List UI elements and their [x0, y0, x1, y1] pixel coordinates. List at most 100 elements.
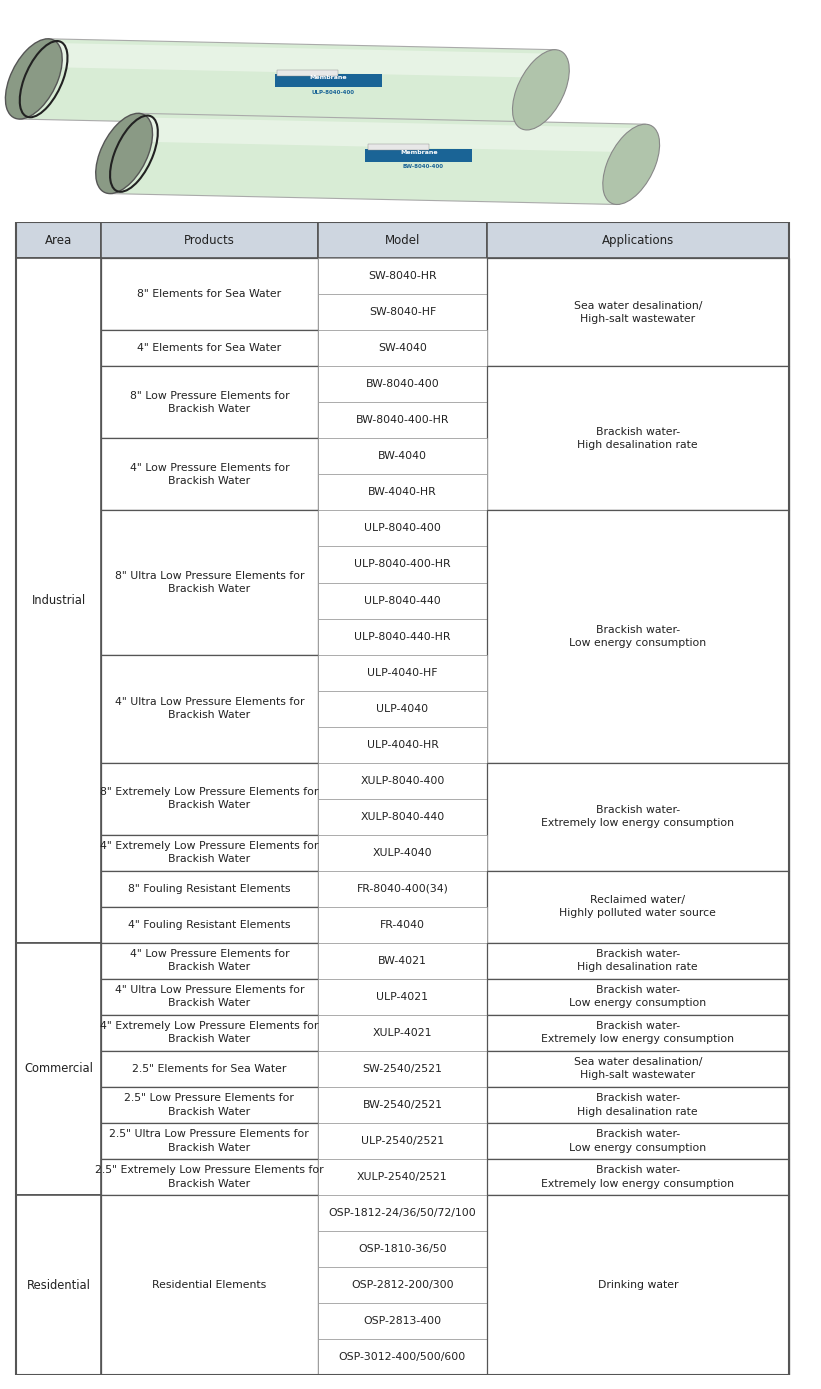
Text: 8" Elements for Sea Water: 8" Elements for Sea Water [137, 289, 282, 299]
Text: SW-2540/2521: SW-2540/2521 [363, 1064, 443, 1074]
Bar [318, 475, 487, 511]
Bar [101, 1015, 318, 1051]
Text: ULP-4040-HR: ULP-4040-HR [366, 739, 438, 750]
Bar [318, 439, 487, 475]
Text: SW-4040: SW-4040 [378, 343, 427, 353]
Text: OSP-1812-24/36/50/72/100: OSP-1812-24/36/50/72/100 [328, 1208, 476, 1218]
Bar [16, 222, 101, 258]
Bar [487, 871, 789, 943]
Bar [487, 367, 789, 511]
Bar [318, 1122, 487, 1158]
Text: SW-8040-HR: SW-8040-HR [368, 271, 437, 282]
Text: 4" Elements for Sea Water: 4" Elements for Sea Water [137, 343, 282, 353]
Text: BW-2540/2521: BW-2540/2521 [362, 1100, 443, 1110]
Bar [318, 546, 487, 582]
Text: Brackish water-
Extremely low energy consumption: Brackish water- Extremely low energy con… [541, 1165, 734, 1189]
Text: FR-8040-400(34): FR-8040-400(34) [356, 883, 448, 893]
Bar [318, 582, 487, 618]
Text: Drinking water: Drinking water [598, 1281, 678, 1290]
Bar [101, 835, 318, 871]
Text: 4" Ultra Low Pressure Elements for
Brackish Water: 4" Ultra Low Pressure Elements for Brack… [115, 697, 304, 721]
Bar [318, 294, 487, 331]
Bar [318, 763, 487, 799]
Bar [318, 1051, 487, 1086]
Polygon shape [20, 39, 555, 131]
Text: Model: Model [385, 233, 420, 247]
Bar [318, 907, 487, 943]
Text: OSP-3012-400/500/600: OSP-3012-400/500/600 [339, 1351, 466, 1363]
Bar [487, 222, 789, 258]
Text: ULP-4021: ULP-4021 [377, 992, 429, 1001]
Ellipse shape [603, 124, 659, 204]
Text: ULP-8040-440: ULP-8040-440 [364, 596, 441, 606]
Text: 2.5" Ultra Low Pressure Elements for
Brackish Water: 2.5" Ultra Low Pressure Elements for Bra… [109, 1129, 310, 1153]
Bar [318, 403, 487, 439]
Text: Products: Products [184, 233, 235, 247]
Bar [101, 1195, 318, 1375]
Bar [101, 979, 318, 1015]
Text: BW-8040-400-HR: BW-8040-400-HR [355, 415, 449, 425]
Bar [318, 618, 487, 654]
Bar [487, 1195, 789, 1375]
Bar [487, 1015, 789, 1051]
Bar [16, 943, 101, 1195]
Text: Membrane: Membrane [310, 75, 347, 81]
Polygon shape [128, 117, 644, 153]
Bar [318, 835, 487, 871]
Text: ULP-2540/2521: ULP-2540/2521 [361, 1136, 444, 1146]
Bar [318, 1303, 487, 1339]
Text: 8" Ultra Low Pressure Elements for
Brackish Water: 8" Ultra Low Pressure Elements for Brack… [115, 571, 304, 594]
Ellipse shape [6, 39, 62, 119]
Bar [101, 367, 318, 439]
Text: ULP-8040-440-HR: ULP-8040-440-HR [354, 632, 451, 642]
Bar [16, 1195, 101, 1375]
Ellipse shape [96, 114, 153, 193]
Text: ULP-8040-400: ULP-8040-400 [364, 524, 441, 533]
Text: XULP-4021: XULP-4021 [373, 1028, 432, 1038]
Text: BW-8040-400: BW-8040-400 [365, 379, 439, 389]
Bar [101, 1122, 318, 1158]
Bar [318, 690, 487, 726]
Text: 2.5" Elements for Sea Water: 2.5" Elements for Sea Water [132, 1064, 287, 1074]
Text: Residential Elements: Residential Elements [152, 1281, 267, 1290]
FancyBboxPatch shape [275, 75, 382, 88]
Text: Brackish water-
High desalination rate: Brackish water- High desalination rate [577, 426, 698, 450]
Bar [487, 979, 789, 1015]
Text: XULP-4040: XULP-4040 [373, 847, 433, 858]
Bar [487, 943, 789, 979]
Bar [487, 1158, 789, 1195]
Bar [101, 258, 318, 331]
Bar [101, 1158, 318, 1195]
Text: Residential: Residential [26, 1278, 90, 1292]
Text: OSP-1810-36/50: OSP-1810-36/50 [358, 1245, 447, 1254]
Text: 4" Low Pressure Elements for
Brackish Water: 4" Low Pressure Elements for Brackish Wa… [130, 463, 289, 486]
Bar [487, 258, 789, 367]
Bar [101, 511, 318, 654]
Text: Sea water desalination/
High-salt wastewater: Sea water desalination/ High-salt wastew… [574, 300, 702, 324]
Text: Membrane: Membrane [400, 150, 438, 156]
Text: FR-4040: FR-4040 [380, 920, 425, 929]
Bar [101, 1086, 318, 1122]
Bar [318, 511, 487, 546]
Text: Industrial: Industrial [31, 594, 85, 607]
Bar [318, 943, 487, 979]
Bar [318, 258, 487, 294]
Text: OSP-2812-200/300: OSP-2812-200/300 [351, 1281, 454, 1290]
FancyBboxPatch shape [365, 149, 472, 163]
Text: SW-8040-HF: SW-8040-HF [369, 307, 436, 317]
Text: OSP-2813-400: OSP-2813-400 [364, 1315, 442, 1326]
Text: BW-8040-400: BW-8040-400 [402, 164, 443, 169]
Bar [318, 1195, 487, 1231]
Text: 2.5" Extremely Low Pressure Elements for
Brackish Water: 2.5" Extremely Low Pressure Elements for… [95, 1165, 323, 1189]
Bar [101, 871, 318, 907]
Bar [101, 654, 318, 763]
Bar [318, 799, 487, 835]
Text: Sea water desalination/
High-salt wastewater: Sea water desalination/ High-salt wastew… [574, 1057, 702, 1081]
Bar [16, 258, 101, 943]
Bar [318, 871, 487, 907]
Bar [318, 1015, 487, 1051]
Bar [101, 907, 318, 943]
Polygon shape [38, 43, 554, 78]
Bar [101, 763, 318, 835]
Text: BW-4040-HR: BW-4040-HR [368, 488, 437, 497]
